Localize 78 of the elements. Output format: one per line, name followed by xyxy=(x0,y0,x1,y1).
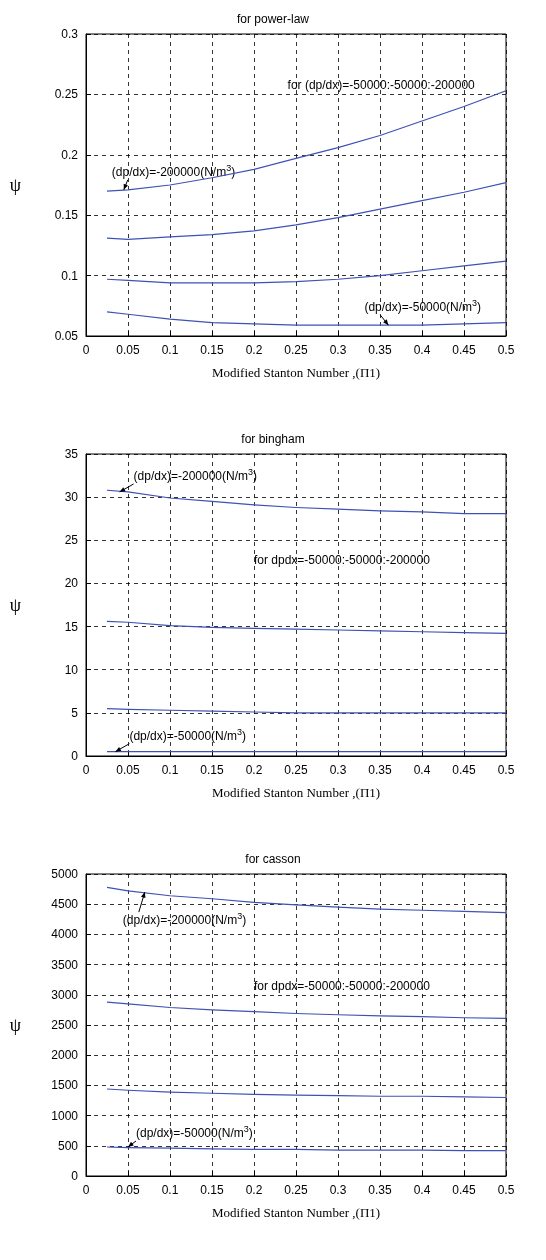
y-tick-label: 1000 xyxy=(51,1108,79,1123)
y-tick-label: 3500 xyxy=(51,957,79,972)
chart-title: for casson xyxy=(245,852,301,866)
x-tick-label: 0.25 xyxy=(284,763,308,777)
x-tick-label: 0.4 xyxy=(413,763,431,777)
y-tick-label: 15 xyxy=(64,619,79,634)
x-axis-title: Modified Stanton Number ,(Π1) xyxy=(211,1205,381,1220)
x-tick-label: 0.3 xyxy=(329,343,347,357)
x-tick-label: 0.2 xyxy=(245,763,263,777)
y-tick-label: 0.1 xyxy=(61,268,79,283)
y-tick-label: 4500 xyxy=(51,897,79,912)
x-tick-label: 0.15 xyxy=(200,763,224,777)
x-axis-title: Modified Stanton Number ,(Π1) xyxy=(211,365,381,380)
y-tick-label: 0.3 xyxy=(61,27,79,41)
x-tick-label: 0.25 xyxy=(284,343,308,357)
x-tick-label: 0.45 xyxy=(452,763,476,777)
y-tick-label: 20 xyxy=(64,576,79,591)
annotation: for (dp/dx)=-50000:-50000:-200000 xyxy=(287,78,476,93)
x-tick-label: 0.45 xyxy=(452,1183,476,1197)
x-tick-label: 0.45 xyxy=(452,343,476,357)
y-tick-label: 4000 xyxy=(51,927,79,942)
line-series xyxy=(106,886,507,914)
x-tick-label: 0 xyxy=(82,1183,90,1197)
line-series xyxy=(106,620,507,635)
x-tick-label: 0.1 xyxy=(161,1183,179,1197)
y-tick-label: 0 xyxy=(71,749,79,763)
y-tick-label: 3000 xyxy=(51,987,79,1002)
y-axis-title: ψ xyxy=(9,1015,22,1035)
x-tick-label: 0.5 xyxy=(497,1183,515,1197)
y-tick-label: 25 xyxy=(64,533,79,548)
line-series xyxy=(106,181,507,240)
x-tick-label: 0.2 xyxy=(245,343,263,357)
y-tick-label: 35 xyxy=(64,447,79,461)
x-tick-label: 0.4 xyxy=(413,343,431,357)
annotation: for dpdx=-50000:-50000:-200000 xyxy=(254,978,431,993)
x-tick-label: 0.05 xyxy=(116,1183,140,1197)
x-tick-label: 0.05 xyxy=(116,343,140,357)
x-tick-label: 0.15 xyxy=(200,1183,224,1197)
line-series xyxy=(106,1001,507,1019)
chart-title: for power-law xyxy=(236,12,310,26)
y-tick-label: 30 xyxy=(64,490,79,505)
annotation: for dpdx=-50000:-50000:-200000 xyxy=(254,552,431,567)
x-axis-title: Modified Stanton Number ,(Π1) xyxy=(211,785,381,800)
x-tick-label: 0.35 xyxy=(368,763,392,777)
y-tick-label: 0.25 xyxy=(54,87,79,102)
y-tick-label: 2000 xyxy=(51,1048,79,1063)
line-series xyxy=(106,1088,507,1099)
x-tick-label: 0 xyxy=(82,763,90,777)
x-tick-label: 0.2 xyxy=(245,1183,263,1197)
y-tick-label: 5 xyxy=(71,705,79,720)
line-series xyxy=(106,489,507,515)
y-tick-label: 5000 xyxy=(51,867,79,881)
x-tick-label: 0.4 xyxy=(413,1183,431,1197)
x-tick-label: 0.35 xyxy=(368,343,392,357)
x-tick-label: 0.25 xyxy=(284,1183,308,1197)
y-tick-label: 0.15 xyxy=(54,208,79,223)
y-tick-label: 0 xyxy=(71,1169,79,1183)
x-tick-label: 0.5 xyxy=(497,343,515,357)
y-tick-label: 2500 xyxy=(51,1018,79,1032)
y-tick-label: 500 xyxy=(57,1138,79,1153)
x-tick-label: 0.3 xyxy=(329,1183,347,1197)
x-tick-label: 0.5 xyxy=(497,763,515,777)
x-tick-label: 0 xyxy=(82,343,90,357)
y-axis-title: ψ xyxy=(9,595,22,615)
x-tick-label: 0.35 xyxy=(368,1183,392,1197)
line-series xyxy=(106,260,507,284)
x-tick-label: 0.05 xyxy=(116,763,140,777)
y-tick-label: 0.2 xyxy=(61,147,79,162)
y-tick-label: 0.05 xyxy=(54,329,79,343)
x-tick-label: 0.3 xyxy=(329,763,347,777)
y-axis-title: ψ xyxy=(9,175,22,195)
x-tick-label: 0.1 xyxy=(161,763,179,777)
y-tick-label: 1500 xyxy=(51,1078,79,1093)
x-tick-label: 0.1 xyxy=(161,343,179,357)
line-series xyxy=(106,90,507,192)
chart-title: for bingham xyxy=(241,432,305,446)
x-tick-label: 0.15 xyxy=(200,343,224,357)
y-tick-label: 10 xyxy=(64,662,79,677)
